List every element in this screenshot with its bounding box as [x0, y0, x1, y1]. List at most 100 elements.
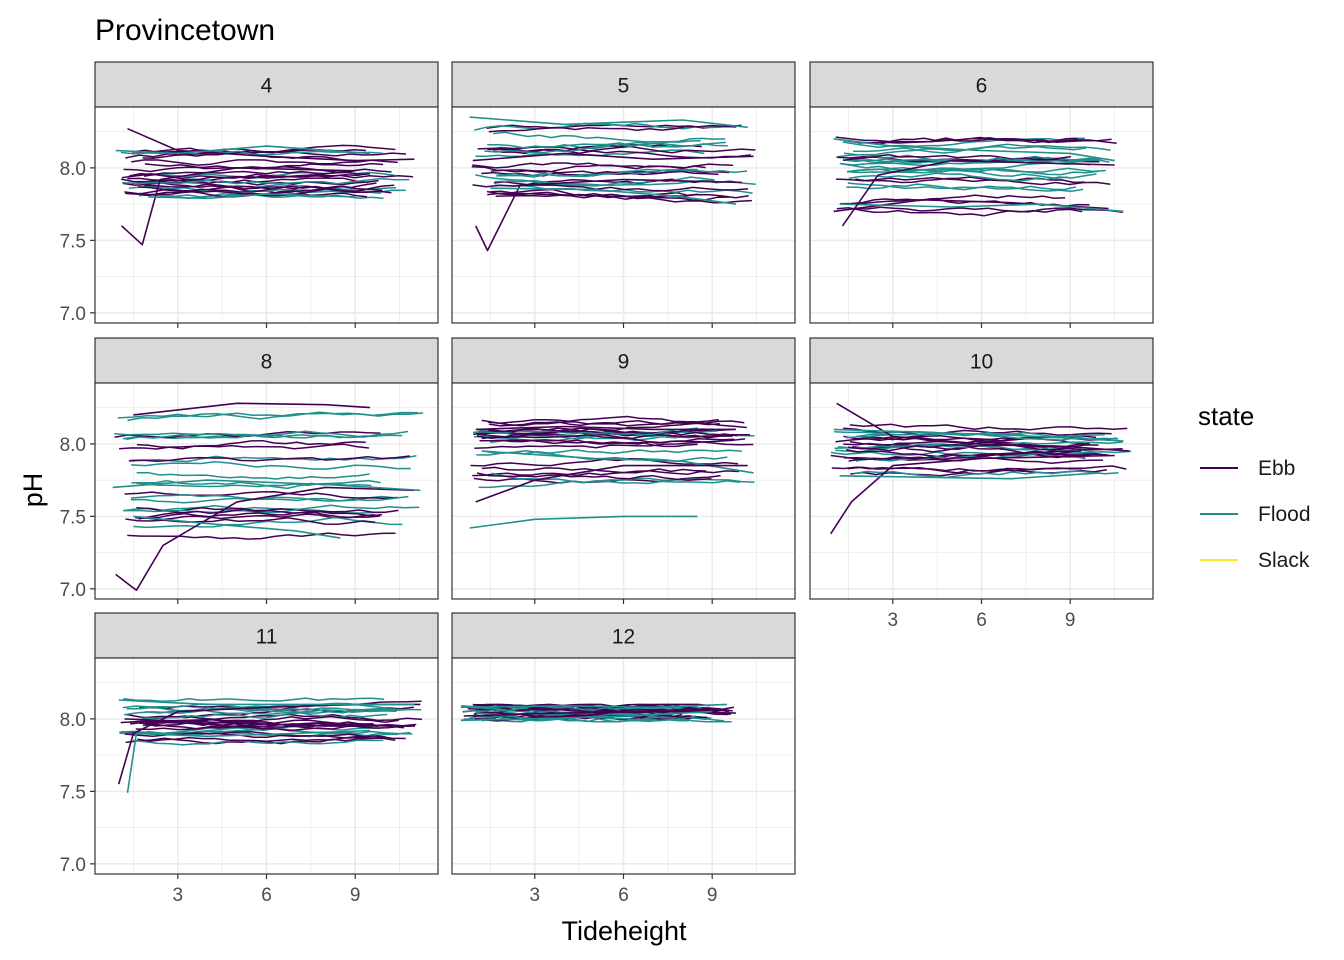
facet-strip	[94, 337, 439, 384]
series-line-ebb	[475, 464, 748, 503]
series-line-ebb	[135, 510, 383, 519]
series-line-ebb	[472, 184, 749, 192]
facet-panel: 9	[451, 337, 796, 604]
x-axis-title: Tideheight	[561, 916, 687, 946]
series-line-flood	[842, 137, 1085, 148]
y-tick-label: 8.0	[60, 435, 86, 456]
facet-strip-label: 11	[256, 626, 278, 649]
y-tick-label: 7.5	[60, 507, 86, 528]
facet-strip	[451, 612, 796, 659]
series-line-flood	[115, 145, 371, 155]
series-line-ebb	[472, 152, 754, 162]
series-line-flood	[469, 116, 748, 129]
legend-title: state	[1198, 401, 1254, 431]
series-line-ebb	[127, 127, 415, 162]
facet-strip	[451, 337, 796, 384]
series-line-flood	[493, 131, 726, 143]
series-line-flood	[496, 168, 748, 178]
legend-label: Slack	[1258, 549, 1310, 572]
legend-label: Flood	[1258, 503, 1311, 526]
facet-strip	[94, 61, 439, 108]
facet-strip	[809, 337, 1154, 384]
series-line-flood	[848, 172, 1097, 182]
series-line-flood	[833, 428, 1124, 442]
y-tick-label: 8.0	[60, 159, 86, 180]
facet-strip-label: 10	[970, 351, 993, 374]
series-line-ebb	[848, 443, 1123, 452]
series-line-flood	[845, 431, 1083, 439]
legend-item-flood: Flood	[1200, 503, 1311, 526]
series-line-flood	[852, 167, 1106, 173]
series-line-ebb	[843, 136, 1117, 145]
series-line-flood	[131, 480, 372, 490]
series-line-ebb	[133, 402, 371, 416]
x-tick-label: 3	[888, 610, 899, 631]
x-tick-label: 6	[261, 885, 272, 906]
series-line-ebb	[137, 185, 392, 194]
series-line-ebb	[481, 430, 733, 440]
series-line-ebb	[836, 207, 1083, 217]
series-line-flood	[460, 710, 713, 722]
series-line-flood	[114, 430, 409, 438]
series-line-flood	[853, 470, 1119, 479]
facet-strip-label: 8	[261, 351, 273, 374]
series-line-ebb	[486, 190, 730, 201]
series-line-flood	[490, 187, 737, 205]
y-tick-label: 7.0	[60, 304, 86, 325]
series-line-flood	[460, 703, 728, 709]
facet-strip-label: 4	[261, 75, 273, 98]
facet-panel: 12 3 6 9	[451, 612, 796, 906]
x-tick-label: 9	[1065, 610, 1076, 631]
series-line-ebb	[831, 466, 1083, 474]
y-tick-label: 7.5	[60, 782, 86, 803]
series-line-ebb	[124, 186, 359, 197]
series-line-ebb	[476, 427, 738, 438]
facet-strip	[451, 61, 796, 108]
series-line-ebb	[472, 468, 707, 477]
legend-label: Ebb	[1258, 457, 1295, 480]
facet-panel: 8 7.0 7.5 8.0	[60, 337, 439, 604]
series-line-ebb	[122, 173, 414, 182]
series-line-flood	[130, 455, 417, 463]
facet-panel: 4 7.0 7.5 8.0	[60, 61, 439, 328]
series-line-flood	[839, 203, 1124, 213]
series-line-flood	[126, 706, 397, 714]
series-line-flood	[469, 515, 698, 529]
series-line-flood	[122, 702, 389, 709]
series-line-ebb	[836, 177, 1111, 186]
x-tick-label: 6	[976, 610, 987, 631]
series-line-flood	[491, 472, 755, 484]
series-line-ebb	[487, 420, 745, 433]
series-line-ebb	[137, 735, 396, 743]
facet-strip-label: 6	[976, 75, 988, 98]
chart-title: Provincetown	[95, 14, 275, 47]
series-line-ebb	[835, 136, 1112, 144]
series-line-flood	[481, 450, 754, 474]
series-line-flood	[148, 193, 356, 200]
series-line-flood	[123, 707, 407, 716]
legend-item-slack: Slack	[1200, 549, 1310, 572]
y-tick-label: 8.0	[60, 710, 86, 731]
series-line-ebb	[481, 466, 740, 476]
series-line-flood	[131, 461, 411, 470]
series-line-ebb	[129, 169, 359, 177]
series-line-ebb	[475, 425, 736, 431]
facet-strip-label: 9	[618, 351, 630, 374]
legend: state Ebb Flood Slack	[1198, 401, 1311, 572]
series-line-flood	[122, 177, 410, 185]
legend-item-ebb: Ebb	[1200, 457, 1295, 480]
series-line-ebb	[131, 144, 396, 153]
series-line-ebb	[493, 438, 735, 445]
series-line-flood	[125, 434, 403, 441]
series-line-ebb	[842, 153, 1072, 161]
facet-strip	[94, 612, 439, 659]
series-line-ebb	[138, 508, 375, 520]
x-tick-label: 3	[530, 885, 541, 906]
series-line-ebb	[839, 194, 1066, 205]
series-line-flood	[485, 448, 742, 455]
series-line-flood	[853, 143, 1111, 154]
series-line-flood	[846, 183, 1084, 192]
series-line-ebb	[488, 124, 737, 133]
series-line-ebb	[120, 177, 369, 184]
